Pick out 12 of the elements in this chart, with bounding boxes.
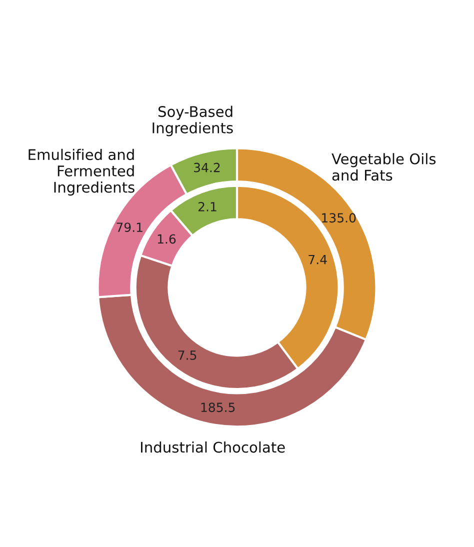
slice-label: Soy-Based Ingredients — [152, 106, 233, 136]
slice-label: Emulsified and Fermented Ingredients — [28, 148, 134, 196]
data-label: 1.6 — [158, 234, 176, 244]
data-label: 135.0 — [322, 213, 356, 223]
data-label: 34.2 — [194, 162, 220, 172]
data-label: 2.1 — [198, 202, 216, 212]
slice-label: Vegetable Oils and Fats — [332, 153, 436, 181]
data-label: 79.1 — [116, 222, 142, 232]
data-label: 7.4 — [308, 254, 327, 264]
data-label: 185.5 — [201, 402, 235, 412]
data-label: 7.5 — [178, 350, 196, 360]
slice-label: Industrial Chocolate — [141, 441, 285, 453]
